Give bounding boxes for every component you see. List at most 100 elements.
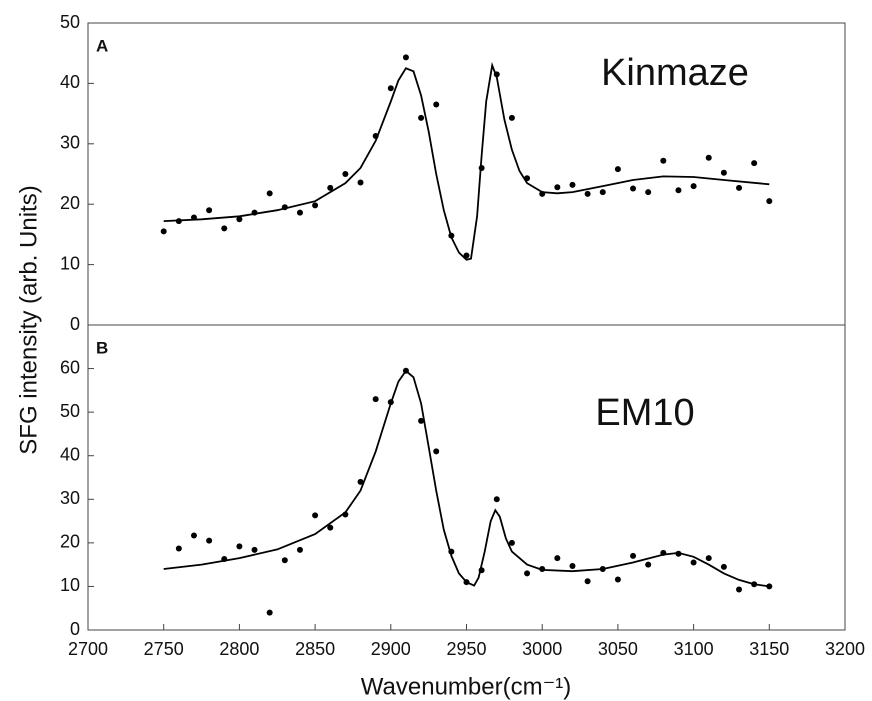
data-point bbox=[327, 524, 334, 531]
data-point bbox=[569, 562, 576, 569]
data-point bbox=[539, 190, 546, 197]
data-point bbox=[508, 114, 515, 121]
y-axis-label: SFG intensity (arb. Units) bbox=[15, 185, 42, 454]
data-point bbox=[448, 548, 455, 555]
y-tick-label: 40 bbox=[60, 444, 80, 464]
panel-label: B bbox=[96, 338, 108, 357]
x-tick-label: 3200 bbox=[825, 639, 865, 659]
y-tick-label: 10 bbox=[60, 575, 80, 595]
x-tick-label: 2750 bbox=[144, 639, 184, 659]
data-point bbox=[175, 218, 182, 225]
data-point bbox=[387, 85, 394, 92]
data-point bbox=[508, 539, 515, 546]
x-tick-label: 2900 bbox=[371, 639, 411, 659]
data-point bbox=[206, 537, 213, 544]
data-point bbox=[705, 154, 712, 161]
data-point bbox=[312, 202, 319, 209]
panel-label: A bbox=[96, 36, 108, 55]
y-tick-label: 20 bbox=[60, 193, 80, 213]
data-point bbox=[296, 209, 303, 216]
data-point bbox=[478, 164, 485, 171]
data-point bbox=[690, 183, 697, 190]
data-point bbox=[342, 511, 349, 518]
data-point bbox=[645, 561, 652, 568]
y-tick-label: 0 bbox=[70, 619, 80, 639]
data-point bbox=[539, 566, 546, 572]
data-point bbox=[327, 184, 334, 191]
data-point bbox=[281, 557, 288, 564]
data-point bbox=[584, 190, 591, 197]
data-point bbox=[357, 478, 364, 485]
data-point bbox=[524, 175, 531, 182]
data-point bbox=[478, 567, 485, 574]
y-tick-label: 0 bbox=[70, 314, 80, 334]
data-point bbox=[675, 550, 682, 557]
data-point bbox=[251, 546, 258, 553]
data-point bbox=[296, 546, 303, 553]
data-point bbox=[493, 496, 500, 503]
y-tick-label: 30 bbox=[60, 488, 80, 508]
data-point bbox=[630, 552, 637, 559]
annotation: EM10 bbox=[595, 392, 694, 434]
data-point bbox=[493, 71, 500, 78]
data-point bbox=[766, 583, 773, 590]
data-point bbox=[463, 579, 470, 586]
data-point bbox=[463, 252, 470, 259]
data-point bbox=[418, 114, 425, 121]
x-tick-label: 2950 bbox=[446, 639, 486, 659]
data-point bbox=[342, 171, 349, 177]
fit-line bbox=[163, 61, 770, 261]
data-point bbox=[236, 543, 243, 550]
data-point bbox=[372, 396, 379, 403]
data-point bbox=[690, 559, 697, 566]
data-point bbox=[190, 532, 197, 539]
x-tick-label: 3000 bbox=[522, 639, 562, 659]
data-point bbox=[266, 609, 273, 616]
data-point bbox=[584, 578, 591, 585]
annotation: Kinmaze bbox=[601, 52, 749, 94]
data-point bbox=[433, 448, 440, 455]
y-tick-label: 40 bbox=[60, 72, 80, 92]
data-point bbox=[160, 228, 167, 235]
data-point bbox=[190, 214, 197, 221]
data-point bbox=[266, 190, 273, 197]
data-point bbox=[236, 216, 243, 223]
x-tick-label: 2800 bbox=[219, 639, 259, 659]
data-point bbox=[660, 549, 667, 556]
data-point bbox=[418, 417, 425, 424]
data-point bbox=[720, 563, 727, 570]
data-point bbox=[675, 187, 682, 194]
y-tick-label: 30 bbox=[60, 133, 80, 153]
x-tick-label: 3150 bbox=[749, 639, 789, 659]
x-tick-label: 3050 bbox=[598, 639, 638, 659]
data-point bbox=[402, 367, 409, 374]
data-point bbox=[720, 169, 727, 176]
y-tick-label: 20 bbox=[60, 532, 80, 552]
data-point bbox=[221, 225, 228, 232]
y-tick-label: 50 bbox=[60, 12, 80, 32]
data-point bbox=[736, 586, 743, 593]
x-tick-label: 2850 bbox=[295, 639, 335, 659]
data-point bbox=[645, 189, 652, 196]
data-point bbox=[766, 198, 773, 205]
data-point bbox=[524, 570, 531, 577]
data-point bbox=[569, 181, 576, 188]
data-point bbox=[614, 166, 621, 173]
x-axis-label: Wavenumber(cm⁻¹) bbox=[361, 673, 571, 700]
data-point bbox=[751, 160, 758, 167]
y-tick-label: 10 bbox=[60, 253, 80, 273]
data-point bbox=[599, 189, 606, 196]
data-point bbox=[175, 545, 182, 552]
data-point bbox=[221, 555, 228, 562]
data-point bbox=[433, 101, 440, 108]
data-point bbox=[357, 179, 364, 186]
x-tick-label: 2700 bbox=[68, 639, 108, 659]
data-point bbox=[281, 204, 288, 211]
data-point bbox=[660, 157, 667, 164]
data-point bbox=[736, 184, 743, 191]
data-point bbox=[372, 132, 379, 139]
data-point bbox=[206, 207, 213, 214]
data-point bbox=[387, 399, 394, 406]
data-point bbox=[312, 512, 319, 519]
